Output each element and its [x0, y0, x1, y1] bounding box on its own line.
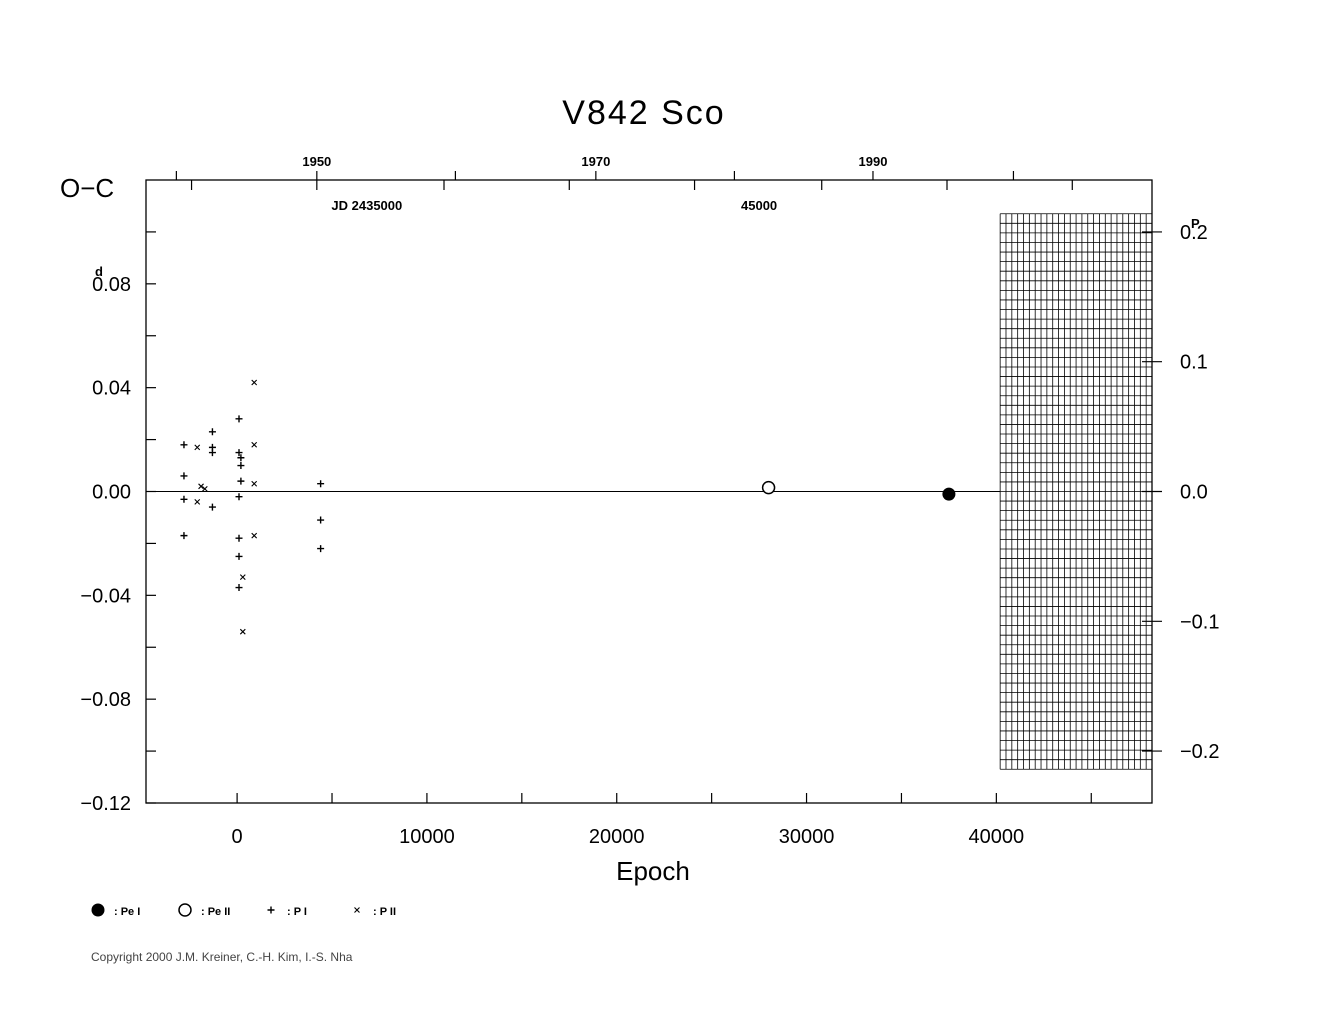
point-pe-i [942, 487, 956, 501]
point-p-ii [251, 480, 258, 487]
x-axis-label: Epoch [616, 856, 690, 886]
jd-label: JD 2435000 [331, 198, 402, 213]
year-label: 1990 [859, 154, 888, 169]
point-p-ii [194, 498, 201, 505]
point-p-ii [251, 379, 258, 386]
x-tick-label: 10000 [399, 826, 455, 848]
y-tick-label: −0.04 [80, 585, 131, 607]
point-p-i [235, 552, 243, 560]
point-pe-i [91, 903, 105, 917]
point-p-i [180, 495, 188, 503]
hatched-region [999, 213, 1153, 770]
point-p-ii [239, 574, 246, 581]
point-p-i [267, 906, 275, 914]
legend: : Pe I : Pe II : P I : P II [91, 903, 396, 918]
point-p-i [317, 545, 325, 553]
point-p-i [235, 415, 243, 423]
point-p-i [237, 462, 245, 470]
point-p-i [208, 503, 216, 511]
jd-label: 45000 [741, 198, 777, 213]
point-p-i [235, 584, 243, 592]
point-p-i [208, 449, 216, 457]
point-p-i [317, 516, 325, 524]
data-points [180, 379, 956, 635]
y-tick-label: 0.04 [92, 378, 131, 400]
x-tick-label: 30000 [779, 826, 835, 848]
legend-label: : Pe I [114, 906, 140, 918]
y-unit-sup: d [95, 264, 103, 279]
legend-label: : Pe II [201, 906, 230, 918]
axis-labels: 0 10000 20000 30000 40000 0.08 0.04 0.00 −0.04 −0… [80, 154, 1219, 848]
point-p-i [237, 454, 245, 462]
point-p-i [208, 428, 216, 436]
chart-title: V842 Sco [562, 94, 725, 132]
y-tick-label: 0.08 [92, 274, 131, 296]
y-tick-label: −0.08 [80, 689, 131, 711]
point-p-ii [251, 532, 258, 539]
x-tick-label: 0 [232, 826, 243, 848]
point-p-i [180, 532, 188, 540]
point-p-i [317, 480, 325, 488]
copyright-text: Copyright 2000 J.M. Kreiner, C.-H. Kim, … [91, 950, 353, 964]
point-p-ii [251, 441, 258, 448]
y-tick-label: −0.12 [80, 793, 131, 815]
year-label: 1970 [581, 154, 610, 169]
right-tick-label: −0.2 [1180, 741, 1219, 763]
right-tick-label: 0.2 [1180, 222, 1208, 244]
point-pe-ii [761, 480, 776, 495]
point-p-ii [354, 907, 360, 913]
axis-ticks [146, 171, 1162, 804]
point-p-i [237, 477, 245, 485]
point-p-ii [194, 444, 201, 451]
right-tick-label: 0.0 [1180, 482, 1208, 504]
point-p-i [235, 449, 243, 457]
x-tick-label: 20000 [589, 826, 645, 848]
point-p-i [235, 534, 243, 542]
year-label: 1950 [302, 154, 331, 169]
y-axis-label: O−C [60, 173, 114, 203]
point-p-i [180, 472, 188, 480]
legend-label: : P II [373, 906, 396, 918]
point-p-ii [198, 483, 204, 490]
point-p-ii [239, 628, 246, 635]
point-pe-ii [178, 903, 192, 917]
right-tick-label: 0.1 [1180, 352, 1208, 374]
point-p-i [180, 441, 188, 449]
point-p-ii [201, 486, 208, 492]
x-tick-label: 40000 [969, 826, 1025, 848]
legend-label: : P I [287, 906, 307, 918]
point-p-i [235, 493, 243, 501]
right-tick-label: −0.1 [1180, 611, 1219, 633]
y-tick-label: 0.00 [92, 482, 131, 504]
right-unit-sup: P [1191, 216, 1200, 231]
